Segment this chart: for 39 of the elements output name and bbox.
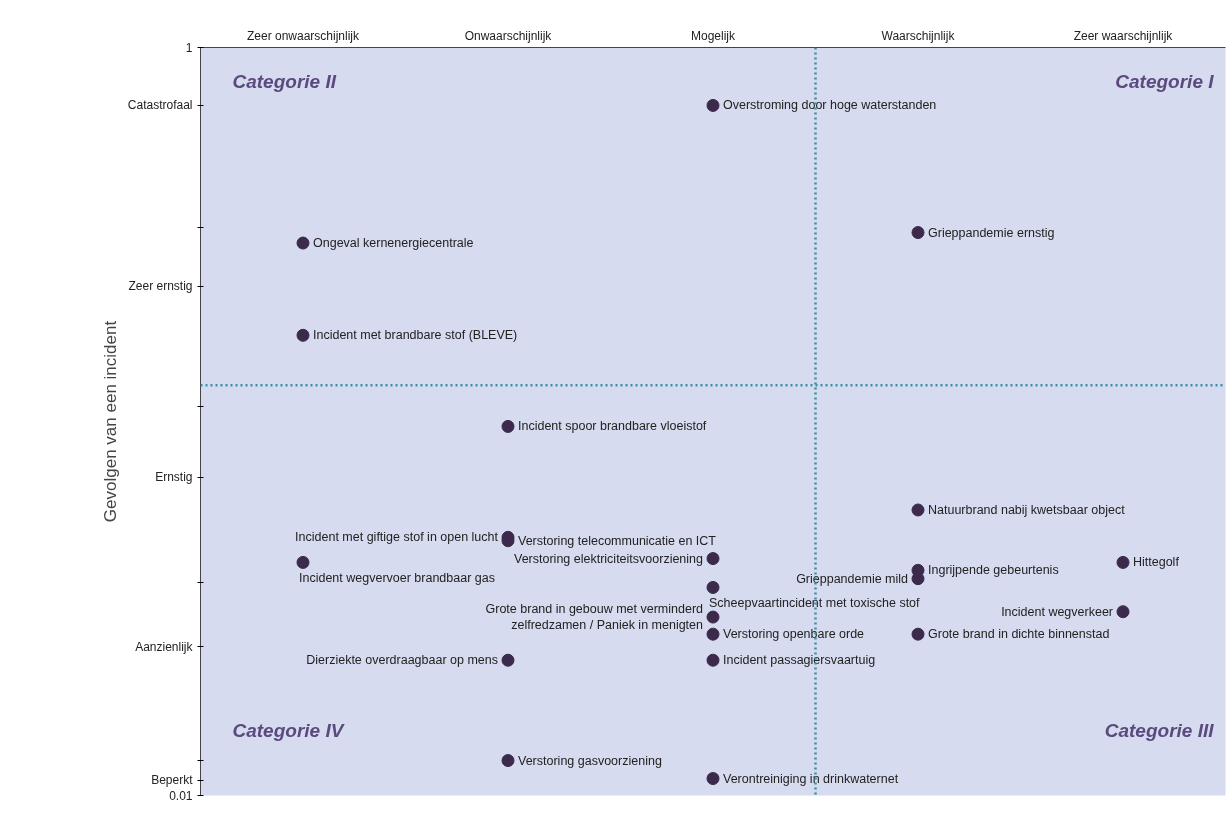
annotation: Ingrijpende gebeurtenis bbox=[928, 563, 1059, 578]
annotation: Incident wegvervoer brandbaar gas bbox=[299, 570, 495, 585]
y-tick-label: Catastrofaal bbox=[127, 98, 193, 113]
annotation: Dierziekte overdraagbaar op mens bbox=[306, 653, 499, 668]
annotation: Verstoring telecommunicatie en ICT bbox=[518, 533, 717, 548]
y-axis-title: Gevolgen van een incident bbox=[100, 320, 120, 523]
annotation: Hittegolf bbox=[1133, 555, 1180, 570]
y-tick-label: Ernstig bbox=[155, 470, 193, 485]
annotation: Incident passagiersvaartuig bbox=[723, 653, 876, 668]
x-tick-label: Onwaarschijnlijk bbox=[464, 28, 553, 43]
annotation: Ongeval kernenergiecentrale bbox=[313, 236, 474, 251]
annotation: Verstoring gasvoorziening bbox=[518, 753, 662, 768]
annotation: Grieppandemie ernstig bbox=[928, 225, 1055, 240]
annotation: Grieppandemie mild bbox=[796, 571, 909, 586]
x-tick-label: Zeer onwaarschijnlijk bbox=[246, 28, 361, 43]
annotation: Natuurbrand nabij kwetsbaar object bbox=[928, 502, 1126, 517]
annotation: Incident met brandbare stof (BLEVE) bbox=[313, 328, 518, 343]
annotation: Verstoring openbare orde bbox=[723, 627, 865, 642]
annotation: Incident wegverkeer bbox=[1001, 604, 1114, 619]
annotation: Scheepvaartincident met toxische stof bbox=[709, 595, 921, 610]
annotation: Overstroming door hoge waterstanden bbox=[723, 98, 937, 113]
annotation: Categorie I bbox=[1115, 71, 1215, 92]
y-tick-label: Zeer ernstig bbox=[128, 279, 193, 294]
x-tick-label: Waarschijnlijk bbox=[881, 28, 956, 43]
y-tick-label: 1 bbox=[185, 40, 193, 55]
annotation: Grote brand in gebouw met verminderd zelfredzamen / Paniek in menigten bbox=[485, 601, 704, 633]
annotation: Incident spoor brandbare vloeistof bbox=[518, 419, 707, 434]
annotation: Incident met giftige stof in open lucht bbox=[295, 530, 499, 545]
y-tick-label: Aanzienlijk bbox=[135, 639, 194, 654]
y-tick-label: Beperkt bbox=[151, 773, 194, 788]
annotation: Verontreiniging in drinkwaternet bbox=[723, 771, 899, 786]
y-tick-label: 0.01 bbox=[169, 788, 193, 803]
annotation: Grote brand in dichte binnenstad bbox=[928, 627, 1110, 642]
x-tick-label: Zeer waarschijnlijk bbox=[1073, 28, 1174, 43]
annotation: Categorie IV bbox=[232, 720, 345, 741]
annotation: Verstoring elektriciteitsvoorziening bbox=[514, 551, 704, 566]
annotation: Categorie II bbox=[232, 71, 337, 92]
annotation: Categorie III bbox=[1104, 720, 1215, 741]
x-tick-label: Mogelijk bbox=[690, 28, 737, 43]
